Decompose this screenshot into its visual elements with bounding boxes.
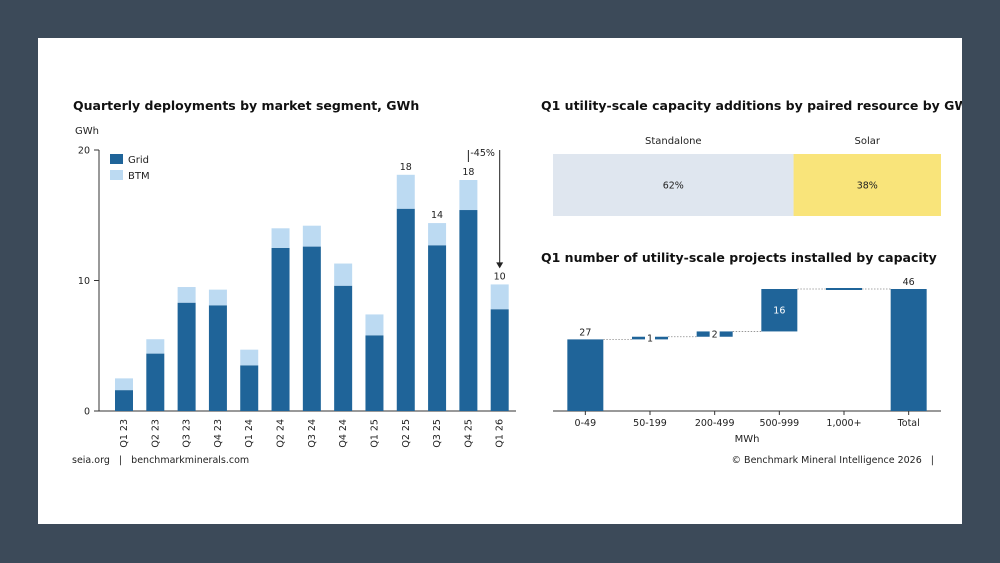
chart3-value-label: 1 <box>647 334 653 345</box>
chart3-value-label: 27 <box>579 327 591 338</box>
chart1-x-tick-label: Q1 24 <box>244 419 255 448</box>
chart1-x-tick-label: Q3 25 <box>432 419 443 448</box>
chart2-segment-label: 62% <box>663 181 684 192</box>
chart-card: Quarterly deployments by market segment,… <box>38 38 962 524</box>
chart2-segment-label: 38% <box>857 181 878 192</box>
chart1-bar-btm <box>396 174 415 209</box>
chart1-x-tick-label: Q3 23 <box>182 419 193 448</box>
chart3-bar <box>826 288 862 290</box>
chart1-legend-swatch <box>110 170 123 180</box>
footer-left: seia.org | benchmarkminerals.com <box>72 455 250 466</box>
chart1-bar-btm <box>208 289 227 306</box>
chart1-bar-btm <box>146 339 165 354</box>
chart3-x-tick-label: Total <box>897 418 920 429</box>
chart1-bar-btm <box>365 314 384 336</box>
chart1-bar-btm <box>240 349 259 366</box>
chart2-segment-name: Standalone <box>645 136 702 147</box>
chart3-value-label-bg <box>709 328 720 340</box>
chart1-bar-btm <box>115 378 133 391</box>
chart1-total-label: 18 <box>462 167 474 178</box>
chart3-title: Q1 number of utility-scale projects inst… <box>541 250 937 265</box>
chart1-bar-grid <box>302 246 321 411</box>
chart1-y-tick-label: 20 <box>78 146 90 157</box>
chart1-bar-btm <box>459 180 478 211</box>
chart2-segment-standalone <box>553 154 794 216</box>
chart1-bar-grid <box>115 390 133 411</box>
chart1-total-label: 10 <box>494 271 506 282</box>
chart1-bar-btm <box>428 223 447 246</box>
chart1-x-tick-label: Q2 24 <box>276 419 287 448</box>
chart1-annotation-label: -45% <box>470 148 495 159</box>
chart1-total-label: 18 <box>400 162 412 173</box>
chart1-x-tick-label: Q4 23 <box>213 419 224 448</box>
chart1-bar-grid <box>490 309 509 411</box>
chart1-x-tick-label: Q1 25 <box>369 419 380 448</box>
chart3-bar <box>761 289 798 332</box>
chart1-bar-grid <box>146 353 165 411</box>
chart1-bar-grid <box>177 302 196 411</box>
footer-right: © Benchmark Mineral Intelligence 2026 | <box>731 455 934 466</box>
chart1-x-tick-label: Q2 23 <box>150 419 161 448</box>
chart2-segment-name: Solar <box>855 136 881 147</box>
chart3-value-label-bg <box>645 332 655 344</box>
chart1-bar-grid <box>396 208 415 411</box>
chart3-x-tick-label: 200-499 <box>695 418 735 429</box>
chart3-bar <box>567 339 604 411</box>
chart1-y-unit: GWh <box>75 126 99 137</box>
chart3-value-label: 2 <box>712 330 718 341</box>
chart1-x-tick-label: Q3 24 <box>307 419 318 448</box>
chart1-bar-grid <box>334 285 353 411</box>
chart1-bar-btm <box>302 225 321 247</box>
chart2-title: Q1 utility-scale capacity additions by p… <box>541 98 962 113</box>
chart1-x-tick-label: Q1 26 <box>495 419 506 448</box>
chart3-x-tick-label: 500-999 <box>759 418 799 429</box>
chart1-x-tick-label: Q4 25 <box>463 419 474 448</box>
chart3-value-label: 46 <box>903 277 915 288</box>
chart1-bar-btm <box>177 287 196 303</box>
chart3-x-tick-label: 1,000+ <box>826 418 861 429</box>
chart1-x-tick-label: Q4 24 <box>338 419 349 448</box>
chart3-bar <box>890 289 927 411</box>
chart1-bar-btm <box>334 263 353 286</box>
chart1-legend-swatch <box>110 154 123 164</box>
chart3-x-tick-label: 0-49 <box>575 418 597 429</box>
chart3-x-tick-label: 50-199 <box>633 418 667 429</box>
chart1-bar-btm <box>271 228 290 248</box>
chart1-legend-label: Grid <box>128 155 149 166</box>
chart-canvas: Quarterly deployments by market segment,… <box>73 98 962 448</box>
chart1-bar-grid <box>428 245 447 411</box>
chart1-annotation-arrowhead <box>496 262 504 269</box>
chart1-x-tick-label: Q1 23 <box>119 419 130 448</box>
chart1-y-tick-label: 0 <box>84 407 90 418</box>
chart3-x-axis-label: MWh <box>735 434 760 445</box>
chart1-y-tick-label: 10 <box>78 276 90 287</box>
chart1-bar-grid <box>365 335 384 411</box>
chart1-x-tick-label: Q2 25 <box>401 419 412 448</box>
chart3-value-label: 16 <box>773 306 785 317</box>
chart1-title: Quarterly deployments by market segment,… <box>73 98 419 113</box>
chart1-legend-label: BTM <box>128 171 150 182</box>
chart2-segment-solar <box>793 154 941 216</box>
chart1-bar-grid <box>208 305 227 411</box>
chart1-bar-grid <box>271 247 290 411</box>
chart1-bar-grid <box>459 210 478 411</box>
chart1-total-label: 14 <box>431 210 443 221</box>
chart1-bar-btm <box>490 284 509 310</box>
chart1-bar-grid <box>240 365 259 411</box>
